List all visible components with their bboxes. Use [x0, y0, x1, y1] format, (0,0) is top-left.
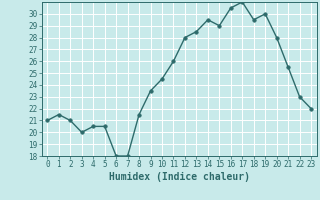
X-axis label: Humidex (Indice chaleur): Humidex (Indice chaleur) [109, 172, 250, 182]
